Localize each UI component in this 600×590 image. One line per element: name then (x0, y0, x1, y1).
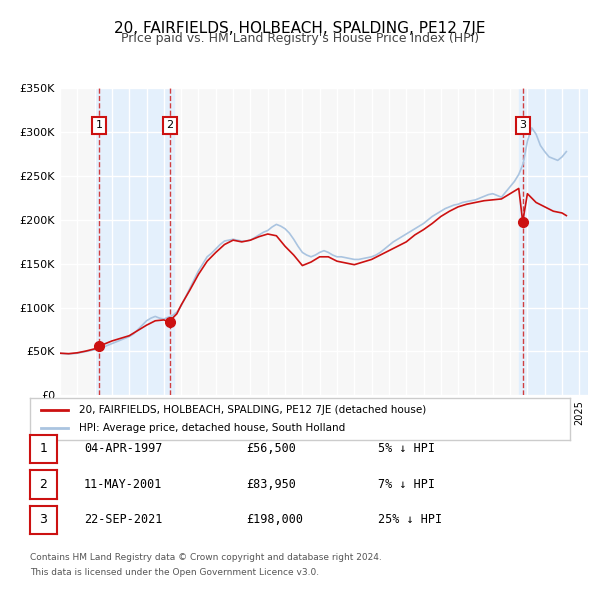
Text: £198,000: £198,000 (246, 513, 303, 526)
Text: 25% ↓ HPI: 25% ↓ HPI (378, 513, 442, 526)
Text: This data is licensed under the Open Government Licence v3.0.: This data is licensed under the Open Gov… (30, 568, 319, 577)
Bar (519, 88, 588, 395)
Text: 3: 3 (519, 120, 526, 130)
Text: 04-APR-1997: 04-APR-1997 (84, 442, 163, 455)
Text: 22-SEP-2021: 22-SEP-2021 (84, 513, 163, 526)
Text: £56,500: £56,500 (246, 442, 296, 455)
Text: 5% ↓ HPI: 5% ↓ HPI (378, 442, 435, 455)
Text: 20, FAIRFIELDS, HOLBEACH, SPALDING, PE12 7JE: 20, FAIRFIELDS, HOLBEACH, SPALDING, PE12… (114, 21, 486, 35)
Text: 11-MAY-2001: 11-MAY-2001 (84, 478, 163, 491)
Text: 1: 1 (95, 120, 103, 130)
Text: 2: 2 (166, 120, 173, 130)
Text: Price paid vs. HM Land Registry's House Price Index (HPI): Price paid vs. HM Land Registry's House … (121, 32, 479, 45)
Text: Contains HM Land Registry data © Crown copyright and database right 2024.: Contains HM Land Registry data © Crown c… (30, 553, 382, 562)
Text: HPI: Average price, detached house, South Holland: HPI: Average price, detached house, Sout… (79, 423, 345, 433)
Bar (95, 88, 174, 395)
Text: 20, FAIRFIELDS, HOLBEACH, SPALDING, PE12 7JE (detached house): 20, FAIRFIELDS, HOLBEACH, SPALDING, PE12… (79, 405, 426, 415)
Text: 3: 3 (40, 513, 47, 526)
Text: £83,950: £83,950 (246, 478, 296, 491)
Text: 7% ↓ HPI: 7% ↓ HPI (378, 478, 435, 491)
Text: 2: 2 (40, 478, 47, 491)
Text: 1: 1 (40, 442, 47, 455)
